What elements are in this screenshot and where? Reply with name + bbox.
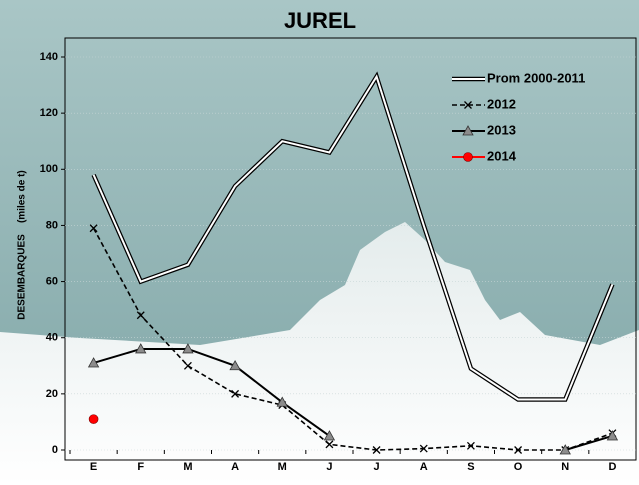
- series-line: [93, 347, 613, 451]
- x-tick-label: A: [231, 461, 239, 473]
- plot: 0 20 40 60 80 100 120 140 E F M A M J J A S O N D Prom 2000-…: [40, 51, 636, 473]
- y-tick-label: 120: [40, 107, 58, 119]
- point: [559, 444, 571, 455]
- y-tick-label: 80: [46, 219, 58, 231]
- legend-label: 2012: [487, 96, 516, 111]
- point: [514, 446, 523, 454]
- x-tick-label: S: [467, 461, 474, 473]
- plot-frame: [64, 37, 637, 461]
- x-tick-label: E: [90, 461, 97, 473]
- x-tick-label: A: [420, 461, 428, 473]
- x-tick-label: D: [608, 461, 616, 473]
- x-tick-label: M: [183, 461, 192, 473]
- y-tick-label: 140: [40, 51, 58, 63]
- point: [419, 444, 428, 453]
- series-line: [92, 74, 614, 401]
- y-tick-label: 60: [46, 275, 58, 287]
- legend-label: 2013: [487, 122, 516, 137]
- chart-title: JUREL: [284, 8, 356, 33]
- point: [87, 357, 100, 368]
- point: [276, 396, 288, 407]
- point: [372, 446, 381, 454]
- y-tick-label: 0: [52, 444, 58, 456]
- legend-label: Prom 2000-2011: [487, 70, 585, 85]
- legend-marker: [462, 125, 474, 136]
- legend-marker: [463, 152, 473, 162]
- x-tick-label: J: [326, 461, 332, 473]
- y-tick-label: 40: [46, 332, 58, 344]
- x-tick-label: N: [561, 461, 569, 473]
- x-tick-label: O: [514, 461, 523, 473]
- x-tick-label: F: [137, 461, 144, 473]
- series-line: [92, 227, 613, 451]
- y-tick-label: 100: [40, 163, 58, 175]
- point: [323, 430, 336, 441]
- point: [325, 440, 334, 449]
- x-tick-label: J: [374, 461, 380, 473]
- point: [136, 311, 145, 320]
- point: [183, 361, 192, 370]
- point: [466, 441, 475, 450]
- point: [182, 343, 194, 354]
- point: [606, 430, 619, 441]
- legend-label: 2014: [487, 148, 517, 163]
- point: [88, 414, 99, 424]
- y-axis-label: DESEMBARQUES (miles de t): [17, 170, 28, 319]
- point: [229, 359, 241, 371]
- mountain: [0, 222, 639, 485]
- y-tick-label: 20: [46, 388, 58, 400]
- legend-marker: [464, 101, 472, 109]
- point: [231, 389, 240, 398]
- x-tick-label: M: [278, 461, 287, 473]
- point: [135, 343, 147, 354]
- point: [89, 224, 98, 233]
